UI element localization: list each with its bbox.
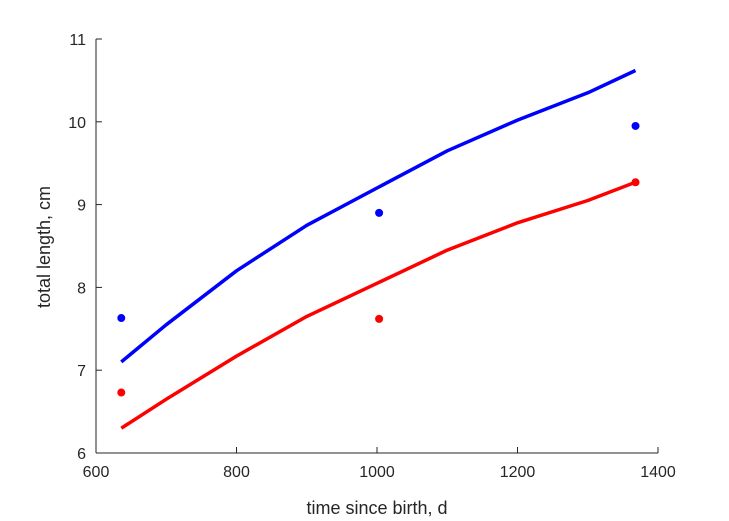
x-tick-label: 1400 <box>640 464 676 481</box>
series-layer <box>117 68 640 430</box>
y-tick-label: 8 <box>77 280 86 297</box>
axes: 600 800 1000 1200 1400 6 7 8 9 10 11 <box>68 32 676 481</box>
y-axis-label: total length, cm <box>34 186 54 308</box>
x-axis-label: time since birth, d <box>306 498 447 518</box>
data-point <box>375 314 384 323</box>
x-tick-label: 1000 <box>359 464 395 481</box>
x-tick-label: 600 <box>83 464 110 481</box>
fitted-curve <box>120 180 637 430</box>
fitted-curve <box>120 68 637 364</box>
x-tick-label: 800 <box>223 464 250 481</box>
y-tick-label: 6 <box>77 446 86 463</box>
y-tick-label: 9 <box>77 198 86 215</box>
data-point <box>117 388 126 397</box>
y-tick-label: 7 <box>77 363 86 380</box>
data-point <box>631 121 640 130</box>
data-point <box>375 208 384 217</box>
data-point <box>631 178 640 187</box>
y-tick-label: 10 <box>68 115 86 132</box>
x-tick-label: 1200 <box>500 464 536 481</box>
y-tick-label: 11 <box>69 32 86 49</box>
data-point <box>117 314 126 323</box>
